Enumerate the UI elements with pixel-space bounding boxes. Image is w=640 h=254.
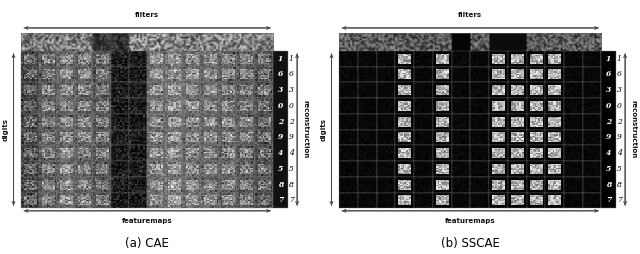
Text: 8: 8 <box>617 181 621 189</box>
Text: 1: 1 <box>278 55 283 63</box>
Text: 9: 9 <box>278 133 283 141</box>
Text: featuremaps: featuremaps <box>445 218 495 224</box>
Text: 7: 7 <box>606 196 611 204</box>
Text: 5: 5 <box>606 165 611 173</box>
Text: 6: 6 <box>606 70 611 78</box>
Text: 8: 8 <box>606 181 611 189</box>
Text: (a) CAE: (a) CAE <box>125 237 169 250</box>
Text: 3: 3 <box>289 86 294 94</box>
Text: 0: 0 <box>289 102 294 110</box>
Text: 4: 4 <box>617 149 621 157</box>
Text: digits: digits <box>2 118 8 141</box>
Text: 1: 1 <box>617 55 621 63</box>
Text: 2: 2 <box>606 118 611 126</box>
Text: 6: 6 <box>278 70 283 78</box>
Text: 1: 1 <box>606 55 611 63</box>
Text: 4: 4 <box>278 149 283 157</box>
Text: 3: 3 <box>278 86 283 94</box>
Text: filters: filters <box>135 12 159 18</box>
Text: 7: 7 <box>289 196 294 204</box>
Text: 1: 1 <box>289 55 294 63</box>
Text: 4: 4 <box>289 149 294 157</box>
Text: 4: 4 <box>606 149 611 157</box>
Text: filters: filters <box>458 12 483 18</box>
Text: 7: 7 <box>278 196 283 204</box>
Text: 9: 9 <box>617 133 621 141</box>
Text: 5: 5 <box>289 165 294 173</box>
Text: 5: 5 <box>617 165 621 173</box>
Text: 9: 9 <box>289 133 294 141</box>
Text: 3: 3 <box>606 86 611 94</box>
Text: 0: 0 <box>606 102 611 110</box>
Text: 3: 3 <box>617 86 621 94</box>
Text: reconstruction: reconstruction <box>630 100 636 159</box>
Text: 8: 8 <box>278 181 283 189</box>
Text: reconstruction: reconstruction <box>303 100 308 159</box>
Text: 8: 8 <box>289 181 294 189</box>
Text: 0: 0 <box>278 102 283 110</box>
Text: 5: 5 <box>278 165 283 173</box>
Text: 0: 0 <box>617 102 621 110</box>
Text: (b) SSCAE: (b) SSCAE <box>441 237 500 250</box>
Text: 9: 9 <box>606 133 611 141</box>
Text: 7: 7 <box>617 196 621 204</box>
Text: digits: digits <box>320 118 326 141</box>
Text: featuremaps: featuremaps <box>122 218 173 224</box>
Text: 6: 6 <box>289 70 294 78</box>
Text: 6: 6 <box>617 70 621 78</box>
Text: 2: 2 <box>289 118 294 126</box>
Text: 2: 2 <box>617 118 621 126</box>
Text: 2: 2 <box>278 118 283 126</box>
